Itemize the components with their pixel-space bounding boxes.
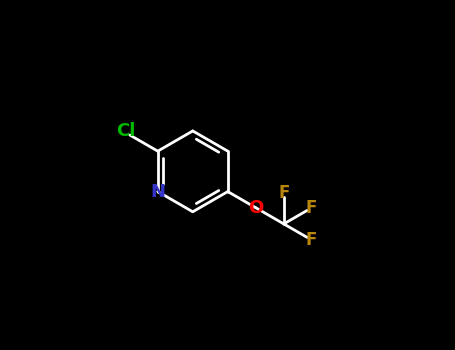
- Text: N: N: [150, 183, 165, 201]
- Text: Cl: Cl: [116, 122, 136, 140]
- Text: F: F: [305, 199, 317, 217]
- Text: F: F: [278, 184, 289, 202]
- Text: O: O: [248, 199, 263, 217]
- Text: F: F: [305, 231, 317, 249]
